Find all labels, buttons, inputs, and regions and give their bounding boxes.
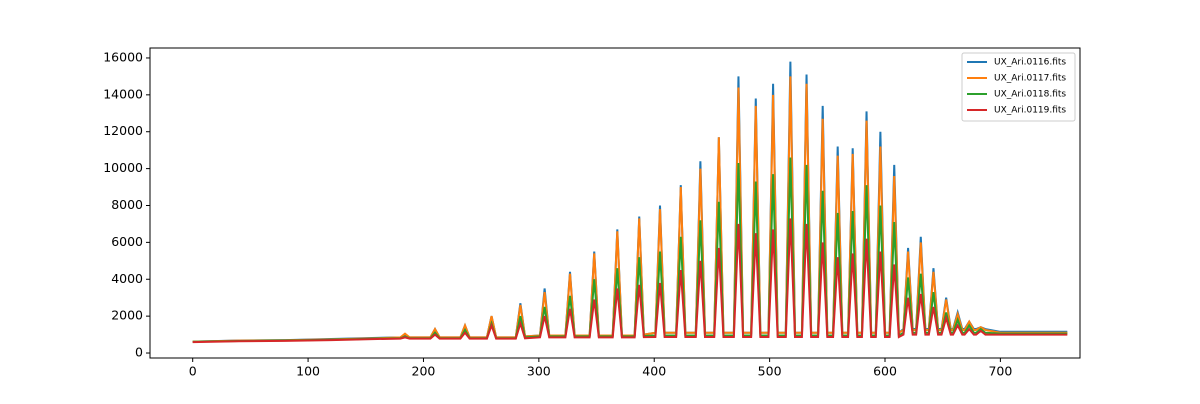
legend: UX_Ari.0116.fits UX_Ari.0117.fits UX_Ari.0… [961, 52, 1076, 122]
x-tick-label: 400 [642, 364, 666, 379]
x-tick-label: 200 [412, 364, 436, 379]
x-tick-label: 300 [527, 364, 551, 379]
plot-frame [149, 47, 1081, 359]
y-tick-label: 16000 [103, 49, 143, 64]
series-line [192, 218, 1068, 344]
y-tick-label: 10000 [103, 160, 143, 175]
y-tick-label: 14000 [103, 86, 143, 101]
y-tick-label: 8000 [111, 197, 143, 212]
x-tick-label: 700 [988, 364, 1012, 379]
legend-label: UX_Ari.0118.fits [994, 90, 1066, 100]
legend-label: UX_Ari.0116.fits [994, 58, 1066, 68]
x-tick-label: 500 [758, 364, 782, 379]
x-tick-label: 600 [873, 364, 897, 379]
legend-label: UX_Ari.0119.fits [994, 106, 1066, 116]
x-tick-label: 100 [296, 364, 320, 379]
legend-box [961, 52, 1076, 122]
y-tick-label: 0 [135, 345, 143, 360]
y-tick-label: 12000 [103, 123, 143, 138]
x-tick-label: 0 [189, 364, 197, 379]
legend-label: UX_Ari.0117.fits [994, 74, 1066, 84]
y-tick-label: 4000 [111, 271, 143, 286]
y-tick-label: 2000 [111, 308, 143, 323]
y-tick-label: 6000 [111, 234, 143, 249]
